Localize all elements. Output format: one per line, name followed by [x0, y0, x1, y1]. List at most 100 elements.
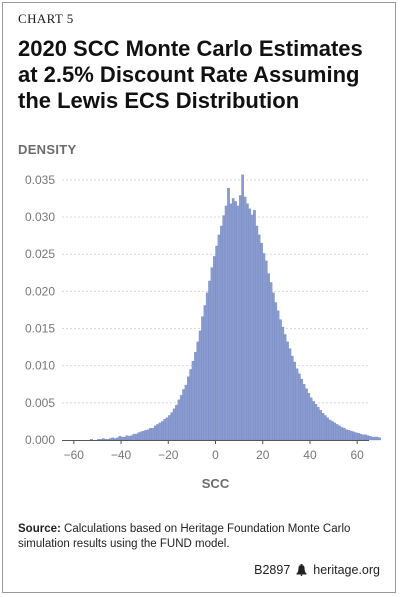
histogram-bar	[288, 348, 292, 441]
histogram-bar	[260, 242, 263, 441]
histogram-bar	[198, 330, 202, 441]
histogram-bar	[293, 361, 296, 441]
histogram-bar	[144, 430, 148, 441]
histogram-bar	[241, 174, 244, 441]
histogram-bar	[109, 438, 112, 441]
histogram-bar	[236, 205, 240, 441]
histogram-bar	[165, 417, 169, 441]
histogram-bar	[345, 429, 348, 441]
histogram-bar	[120, 436, 124, 441]
histogram-bar	[375, 436, 379, 441]
histogram-bar	[111, 437, 115, 441]
histogram-bar	[151, 427, 155, 441]
x-axis-label: SCC	[202, 476, 230, 491]
histogram-bar	[116, 437, 119, 441]
histogram-bar	[217, 234, 221, 441]
histogram-bar	[302, 384, 306, 441]
x-tick-label: 40	[303, 448, 317, 462]
histogram-bar	[331, 421, 334, 441]
histogram-bar	[340, 427, 344, 441]
histogram-bar	[290, 355, 294, 441]
histogram-bar	[314, 404, 318, 441]
x-axis	[62, 440, 369, 444]
histogram-bar	[99, 439, 103, 441]
x-tick-labels: −60 −40 −20 0 20 40 60	[64, 448, 365, 462]
histogram-bar	[172, 408, 176, 441]
histogram-bar	[175, 404, 178, 441]
histogram-bars	[90, 174, 381, 441]
site-name: heritage.org	[313, 563, 380, 577]
y-tick-label: 0.015	[25, 322, 55, 336]
histogram-bar	[349, 430, 353, 441]
histogram-bar	[123, 436, 126, 441]
histogram-bar	[243, 196, 247, 441]
histogram-bar	[347, 430, 351, 441]
histogram-bar	[203, 305, 207, 441]
x-tick-label: 60	[351, 448, 365, 462]
histogram-bar	[321, 413, 325, 441]
histogram-bar	[354, 432, 358, 441]
histogram-bar	[250, 214, 254, 441]
histogram-bar	[328, 419, 332, 441]
histogram-bar	[323, 415, 327, 441]
histogram-bar	[264, 260, 268, 441]
histogram-bar	[127, 436, 131, 441]
histogram-bar	[257, 234, 261, 441]
histogram-bar	[168, 415, 171, 441]
histogram-bar	[158, 422, 162, 441]
histogram-bar	[333, 422, 337, 441]
histogram-bar	[319, 410, 322, 441]
histogram-bar	[231, 198, 235, 441]
histogram-bar	[312, 401, 315, 441]
chart-title: 2020 SCC Monte Carlo Estimates at 2.5% D…	[18, 36, 363, 113]
histogram-bar	[283, 334, 287, 441]
histogram-bar	[373, 436, 377, 441]
histogram-bar	[156, 424, 159, 441]
histogram-bar	[262, 253, 266, 441]
histogram-bar	[364, 434, 367, 441]
y-tick-label: 0.010	[25, 359, 55, 373]
histogram-bar	[163, 419, 167, 441]
histogram-bar	[212, 256, 216, 441]
histogram-bar	[146, 429, 150, 441]
histogram-bar	[361, 434, 365, 441]
histogram-bar	[366, 435, 370, 441]
histogram-bar	[286, 341, 289, 441]
y-tick-label: 0.000	[25, 433, 55, 447]
histogram-bar	[234, 201, 237, 441]
histogram-bar	[132, 433, 136, 441]
footer: B2897 heritage.org	[254, 563, 380, 577]
histogram-bar	[267, 273, 270, 441]
histogram-bar	[229, 203, 233, 441]
y-tick-label: 0.005	[25, 396, 55, 410]
histogram-bar	[137, 432, 141, 441]
histogram-bar	[274, 302, 278, 441]
liberty-bell-icon	[296, 564, 307, 576]
y-tick-label: 0.035	[25, 173, 55, 187]
source-text: Calculations based on Heritage Foundatio…	[18, 523, 351, 550]
histogram-bar	[300, 378, 304, 441]
histogram-bar	[227, 187, 230, 441]
histogram-bar	[222, 215, 226, 441]
histogram-bar	[104, 439, 108, 441]
histogram-bar	[357, 433, 360, 441]
histogram-bar	[224, 205, 228, 441]
x-tick-label: −20	[158, 448, 179, 462]
histogram-bar	[352, 431, 355, 441]
histogram-bar	[189, 369, 193, 441]
y-tick-label: 0.020	[25, 284, 55, 298]
histogram-bar	[309, 397, 313, 441]
histogram-bar	[298, 373, 301, 441]
histogram-bar	[142, 430, 145, 441]
source-note: Source: Calculations based on Heritage F…	[18, 522, 382, 552]
histogram-bar	[153, 425, 157, 441]
histogram-bar	[371, 436, 374, 441]
histogram-bar	[269, 282, 273, 441]
histogram-bar	[279, 319, 282, 441]
histogram-bar	[248, 208, 252, 441]
histogram-bar	[191, 361, 195, 441]
histogram-bar	[281, 326, 285, 441]
histogram-bar	[184, 384, 188, 441]
histogram-bar	[272, 292, 275, 441]
